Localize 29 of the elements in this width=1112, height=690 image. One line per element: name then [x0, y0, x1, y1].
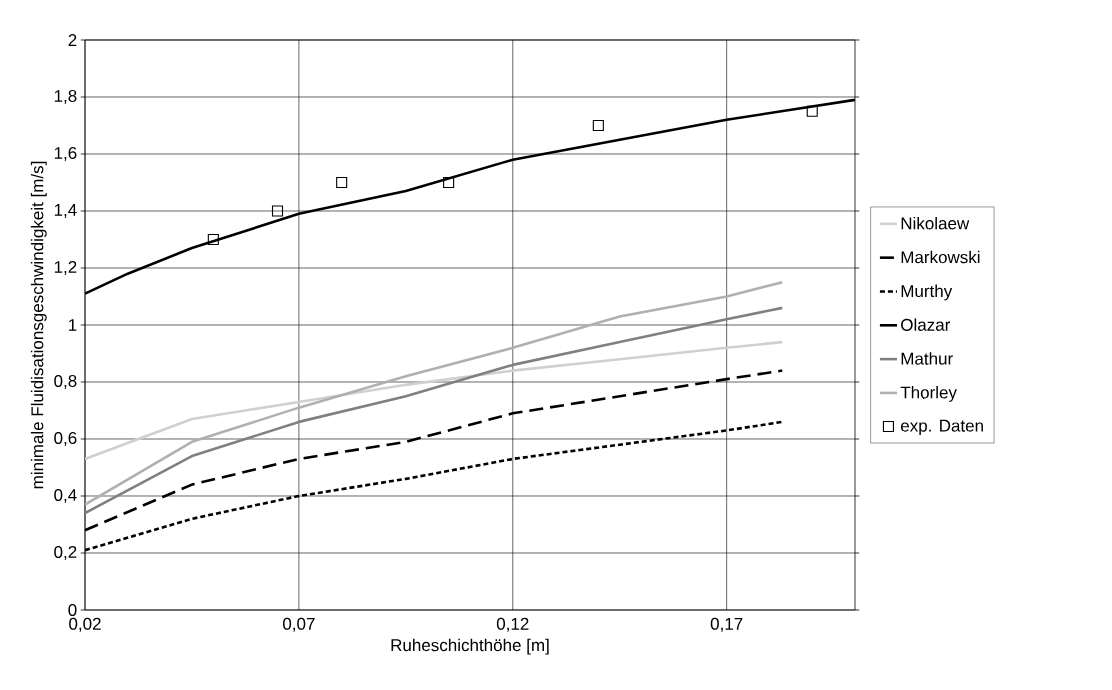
- legend-label: Markowski: [901, 250, 980, 264]
- point: [806, 105, 818, 117]
- x-tick-label: 0,02: [69, 617, 101, 632]
- legend-label: Nikolaew: [901, 216, 970, 230]
- y-tick-label: 0,4: [54, 488, 77, 504]
- legend-label: exp. Daten: [901, 419, 983, 436]
- legend-label: Olazar: [901, 318, 951, 331]
- y-tick-label: 1,2: [54, 260, 77, 276]
- point: [336, 176, 348, 189]
- x-tick-label: 0,07: [283, 617, 315, 632]
- y-tick-label: 0,2: [54, 545, 77, 561]
- y-tick-label: 0,8: [54, 374, 77, 390]
- x-tick-label: 0,17: [710, 617, 743, 632]
- legend-label: Thorley: [900, 386, 957, 402]
- legend-label: Murthy: [901, 284, 953, 301]
- y-tick-label: 2: [68, 34, 77, 46]
- y-tick-label: 0: [68, 603, 77, 617]
- x-tick-label: 0,12: [496, 617, 529, 632]
- y-axis-title: minimale Fluidisationsgeschwindigkeit [m/s]: [30, 161, 47, 489]
- y-tick-label: 1: [69, 319, 77, 331]
- y-tick-label: 0,6: [54, 431, 77, 447]
- y-tick-label: 1,8: [54, 89, 77, 105]
- point: [271, 205, 284, 217]
- y-tick-label: 1,4: [54, 204, 77, 218]
- point: [592, 119, 604, 132]
- line-series: [85, 340, 784, 461]
- legend-label: Mathur: [901, 352, 953, 365]
- y-tick-label: 1,6: [54, 146, 77, 162]
- x-axis-title: Ruheschichthöhe [m]: [391, 638, 549, 655]
